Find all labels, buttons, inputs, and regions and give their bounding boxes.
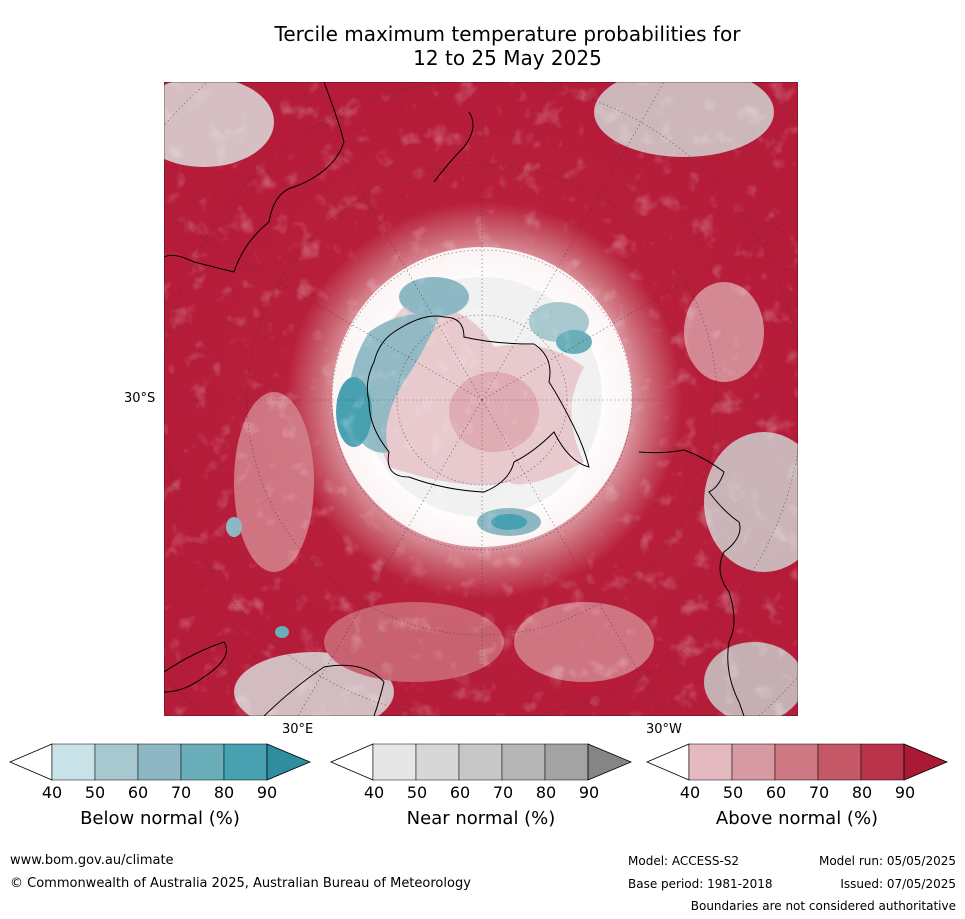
colorbar-above-segment [731, 743, 776, 781]
tick-above-80: 80 [851, 783, 873, 802]
footer-model-run: Model run: 05/05/2025 [818, 854, 956, 868]
footer-copyright: © Commonwealth of Australia 2025, Austra… [10, 876, 471, 891]
tick-near-60: 60 [449, 783, 471, 802]
footer-model: Model: ACCESS-S2 [628, 854, 740, 868]
colorbar-below-segment [51, 743, 96, 781]
colorbar-near-segment [458, 743, 503, 781]
colorbar-above-segment [860, 743, 905, 781]
colorbar-near-segment [501, 743, 546, 781]
colorbar-label-near: Near normal (%) [406, 808, 556, 829]
colorbar-near-segment [544, 743, 589, 781]
tick-near-70: 70 [492, 783, 514, 802]
tick-near-90: 90 [578, 783, 600, 802]
colorbar-below-segment [94, 743, 139, 781]
lon-label-30e: 30°E [282, 722, 314, 737]
tick-above-70: 70 [808, 783, 830, 802]
colorbar-below-segment [223, 743, 268, 781]
colorbar-above-segment [688, 743, 733, 781]
colorbar-below-normal [9, 743, 311, 781]
tick-near-50: 50 [406, 783, 428, 802]
lat-label-30s: 30°S [124, 391, 156, 406]
tick-below-60: 60 [127, 783, 149, 802]
graticule [164, 82, 798, 716]
colorbar-below-segment [137, 743, 182, 781]
colorbar-above-extend-low [646, 743, 690, 781]
colorbar-label-above: Above normal (%) [715, 808, 879, 829]
tick-below-40: 40 [41, 783, 63, 802]
tick-above-90: 90 [894, 783, 916, 802]
colorbar-near-segment [372, 743, 417, 781]
tick-above-60: 60 [765, 783, 787, 802]
colorbar-below-extend-high [266, 743, 311, 781]
lon-label-30w: 30°W [646, 722, 682, 737]
colorbar-above-segment [774, 743, 819, 781]
title-line-2: 12 to 25 May 2025 [413, 46, 602, 70]
colorbar-near-segment [415, 743, 460, 781]
tick-below-50: 50 [84, 783, 106, 802]
footer-url: www.bom.gov.au/climate [10, 853, 174, 868]
footer-base-period: Base period: 1981-2018 [628, 877, 773, 891]
colorbar-above-segment [817, 743, 862, 781]
title-line-1: Tercile maximum temperature probabilitie… [274, 22, 741, 46]
coastlines [164, 82, 745, 716]
probability-map [164, 82, 798, 716]
footer-disclaimer: Boundaries are not considered authoritat… [690, 899, 956, 913]
colorbar-below-extend-low [9, 743, 53, 781]
footer-issued: Issued: 07/05/2025 [840, 877, 956, 891]
colorbar-below-segment [180, 743, 225, 781]
colorbar-above-normal [646, 743, 948, 781]
tick-above-50: 50 [722, 783, 744, 802]
tick-above-40: 40 [679, 783, 701, 802]
colorbar-above-extend-high [903, 743, 948, 781]
tick-below-90: 90 [256, 783, 278, 802]
tick-near-80: 80 [535, 783, 557, 802]
tick-below-80: 80 [213, 783, 235, 802]
colorbar-label-below: Below normal (%) [80, 808, 240, 829]
colorbar-near-extend-high [587, 743, 632, 781]
colorbar-near-extend-low [330, 743, 374, 781]
tick-below-70: 70 [170, 783, 192, 802]
tick-near-40: 40 [363, 783, 385, 802]
chart-title: Tercile maximum temperature probabilitie… [160, 22, 855, 70]
colorbar-near-normal [330, 743, 632, 781]
